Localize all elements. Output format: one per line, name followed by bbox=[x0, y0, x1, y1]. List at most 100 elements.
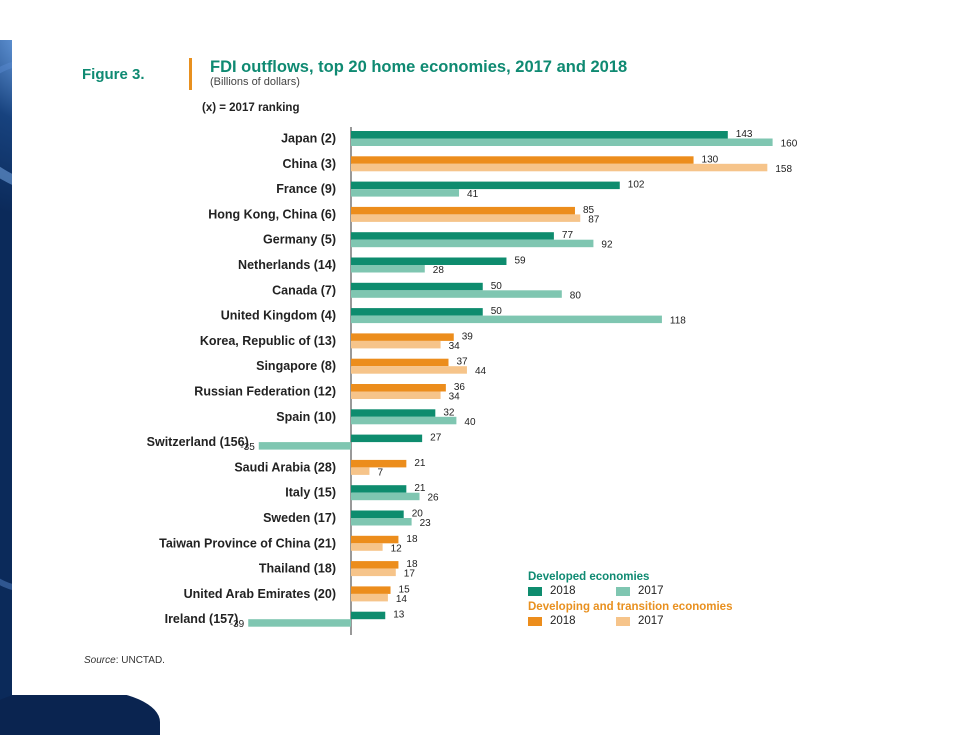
category-label: United Kingdom (4) bbox=[221, 309, 336, 323]
category-label: Russian Federation (12) bbox=[194, 385, 336, 399]
bar-2018 bbox=[351, 384, 446, 392]
bar-2017 bbox=[351, 568, 396, 577]
value-label-2018: 102 bbox=[628, 180, 645, 191]
legend-developing-title: Developing and transition economies bbox=[528, 601, 733, 613]
category-label: China (3) bbox=[283, 157, 336, 171]
legend-swatch bbox=[616, 616, 630, 626]
legend-developed-row: 2018 2017 bbox=[528, 583, 732, 599]
bar-2018 bbox=[351, 282, 483, 291]
value-label-2018: 39 bbox=[462, 331, 474, 342]
value-label-2018: 13 bbox=[393, 610, 405, 621]
value-label-2017: 23 bbox=[420, 518, 432, 529]
value-label-2018: 85 bbox=[583, 205, 595, 216]
category-label: Korea, Republic of (13) bbox=[200, 334, 336, 348]
category-label: Spain (10) bbox=[276, 410, 336, 424]
bar-2017 bbox=[351, 543, 383, 551]
value-label-2017: 40 bbox=[464, 417, 476, 428]
category-label: Switzerland (156) bbox=[147, 435, 249, 449]
legend: Developed economies 2018 2017 Developing… bbox=[528, 571, 732, 629]
bar-2018 bbox=[351, 485, 407, 493]
value-label-2017: 34 bbox=[449, 341, 461, 352]
bar-2017 bbox=[351, 340, 441, 349]
category-label: Hong Kong, China (6) bbox=[208, 207, 336, 221]
category-label: Taiwan Province of China (21) bbox=[159, 536, 336, 550]
bar-2017 bbox=[351, 467, 370, 475]
legend-label: 2018 bbox=[550, 585, 576, 597]
value-label-2018: 21 bbox=[414, 483, 426, 494]
category-label: United Arab Emirates (20) bbox=[184, 587, 336, 601]
bar-2018 bbox=[351, 409, 436, 417]
title-divider bbox=[189, 58, 192, 90]
figure-panel bbox=[12, 40, 970, 695]
category-label: Germany (5) bbox=[263, 233, 336, 247]
value-label-2017: 80 bbox=[570, 290, 582, 301]
bar-2017 bbox=[351, 214, 581, 222]
legend-item-developed-2018: 2018 bbox=[528, 585, 616, 597]
value-label-2017: 44 bbox=[475, 366, 487, 377]
chart-title: FDI outflows, top 20 home economies, 201… bbox=[210, 58, 628, 76]
value-label-2018: 18 bbox=[406, 534, 418, 545]
value-label-2017: 17 bbox=[404, 569, 416, 580]
legend-swatch bbox=[528, 586, 542, 596]
value-label-2018: 130 bbox=[702, 154, 719, 165]
bar-2018 bbox=[351, 181, 620, 190]
bar-2018 bbox=[351, 510, 404, 518]
bar-2017 bbox=[351, 492, 420, 501]
bar-2018 bbox=[351, 358, 449, 367]
value-label-2018: 36 bbox=[454, 382, 466, 393]
value-label-2017: 92 bbox=[601, 240, 613, 251]
value-label-2018: 21 bbox=[414, 458, 426, 469]
category-label: Italy (15) bbox=[285, 486, 336, 500]
bar-2017 bbox=[351, 366, 467, 374]
bar-2018 bbox=[351, 535, 399, 544]
value-label-2018: 20 bbox=[412, 509, 424, 520]
bar-2018 bbox=[351, 459, 407, 468]
bar-2017 bbox=[351, 315, 662, 324]
decorative-shape bbox=[0, 690, 160, 735]
legend-item-developing-2017: 2017 bbox=[616, 615, 704, 627]
value-label-2018: 50 bbox=[491, 306, 503, 317]
bar-2017 bbox=[351, 189, 460, 197]
source-prefix: Source bbox=[84, 655, 116, 666]
bar-2017 bbox=[248, 619, 351, 627]
legend-swatch bbox=[616, 586, 630, 596]
bar-2018 bbox=[351, 333, 454, 341]
value-label-2018: 27 bbox=[430, 433, 442, 444]
value-label-2017: 160 bbox=[781, 139, 798, 150]
category-label: Sweden (17) bbox=[263, 511, 336, 525]
legend-label: 2017 bbox=[638, 585, 664, 597]
bar-2017 bbox=[351, 163, 768, 172]
legend-item-developed-2017: 2017 bbox=[616, 585, 704, 597]
category-label: Netherlands (14) bbox=[238, 258, 336, 272]
category-label: Canada (7) bbox=[272, 283, 336, 297]
source-note: Source: UNCTAD. bbox=[84, 655, 165, 666]
value-label-2017: 12 bbox=[391, 543, 403, 554]
bar-2017 bbox=[351, 593, 388, 602]
value-label-2017: 118 bbox=[670, 316, 686, 327]
category-label: Japan (2) bbox=[281, 132, 336, 146]
bar-2018 bbox=[351, 611, 386, 620]
value-label-2017: 41 bbox=[467, 189, 479, 200]
figure-label: Figure 3. bbox=[82, 66, 145, 83]
bar-2017 bbox=[351, 391, 441, 399]
value-label-2018: 18 bbox=[406, 559, 418, 570]
category-label: Ireland (157) bbox=[165, 612, 239, 626]
bar-2017 bbox=[351, 138, 773, 146]
bar-2018 bbox=[351, 206, 575, 215]
value-label-2017: 7 bbox=[377, 467, 383, 478]
legend-developing-row: 2018 2017 bbox=[528, 613, 732, 629]
value-label-2017: 158 bbox=[775, 164, 792, 175]
category-label: Singapore (8) bbox=[256, 359, 336, 373]
value-label-2018: 59 bbox=[514, 256, 526, 267]
value-label-2018: 32 bbox=[443, 407, 455, 418]
value-label-2017: 14 bbox=[396, 594, 408, 605]
value-label-2017: -39 bbox=[230, 619, 245, 630]
legend-swatch bbox=[528, 616, 542, 626]
value-label-2017: 28 bbox=[433, 265, 445, 276]
bar-2017 bbox=[351, 290, 562, 298]
legend-item-developing-2018: 2018 bbox=[528, 615, 616, 627]
chart-subtitle: (Billions of dollars) bbox=[210, 76, 300, 88]
bar-2018 bbox=[351, 561, 399, 569]
value-label-2018: 15 bbox=[399, 584, 411, 595]
